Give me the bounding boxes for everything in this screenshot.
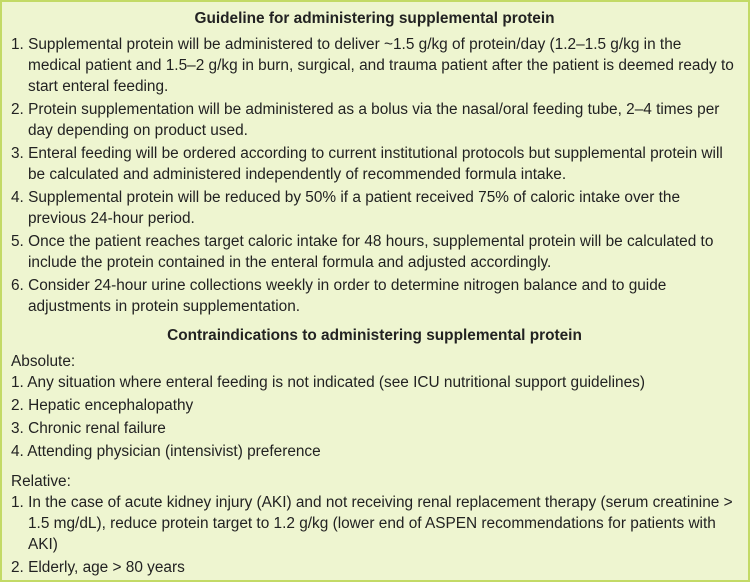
list-item: 3. Chronic renal failure — [11, 420, 166, 437]
list-item: 3. Enteral feeding will be ordered accor… — [11, 145, 723, 183]
list-item: 5. Once the patient reaches target calor… — [11, 233, 714, 271]
list-item: 4. Supplemental protein will be reduced … — [11, 189, 681, 227]
list-item: 1. Any situation where enteral feeding i… — [11, 374, 645, 391]
list-item: 1. Supplemental protein will be administ… — [11, 36, 734, 95]
list-item: 4. Attending physician (intensivist) pre… — [11, 443, 321, 460]
relative-list: 1. In the case of acute kidney injury (A… — [11, 492, 738, 578]
relative-label: Relative: — [11, 473, 71, 490]
list-item: 1. In the case of acute kidney injury (A… — [11, 494, 733, 553]
guideline-list: 1. Supplemental protein will be administ… — [11, 34, 738, 317]
contraindications-title: Contraindications to administering suppl… — [167, 327, 582, 344]
list-item: 2. Elderly, age > 80 years — [11, 559, 185, 576]
list-item: 2. Hepatic encephalopathy — [11, 397, 194, 414]
absolute-label: Absolute: — [11, 353, 76, 370]
list-item: 2. Protein supplementation will be admin… — [11, 101, 720, 139]
absolute-list: 1. Any situation where enteral feeding i… — [11, 372, 738, 462]
guideline-title: Guideline for administering supplemental… — [194, 10, 555, 27]
list-item: 6. Consider 24-hour urine collections we… — [11, 277, 667, 315]
